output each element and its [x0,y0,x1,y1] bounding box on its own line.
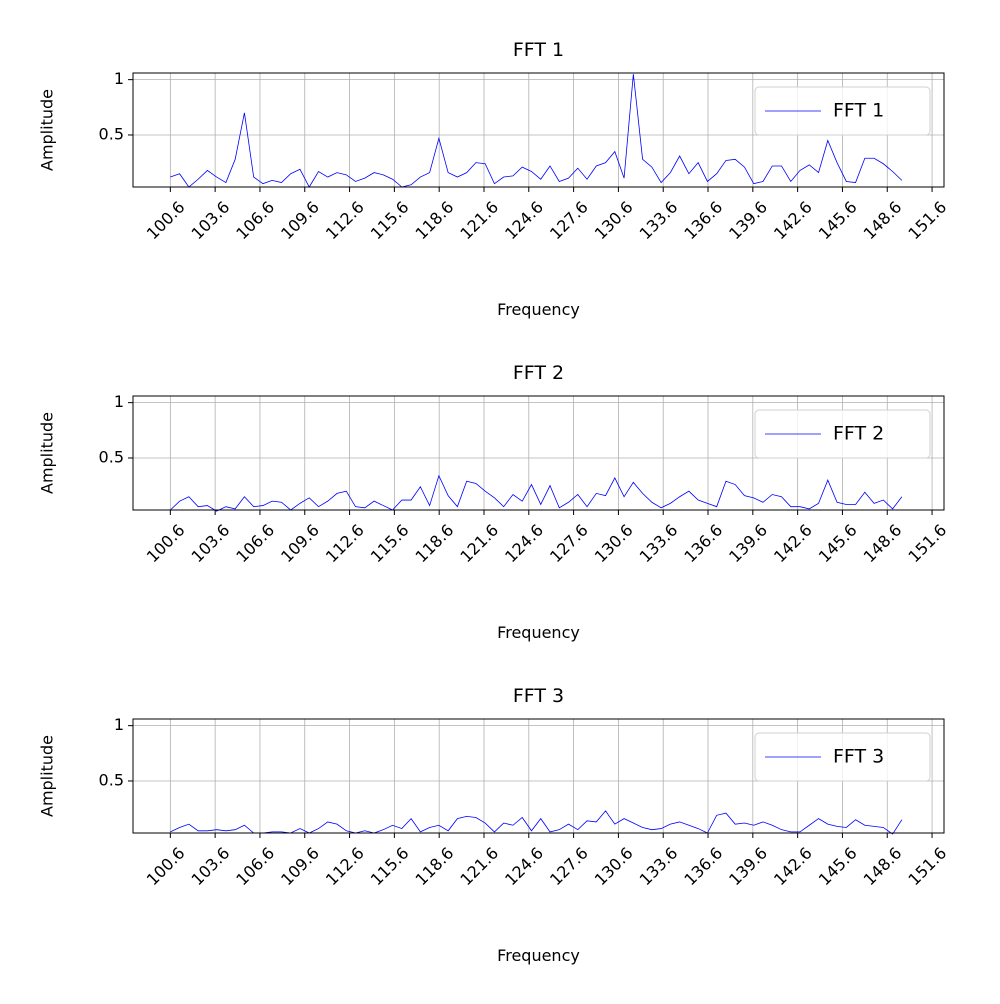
subplot-title: FFT 2 [513,362,564,384]
y-axis-label: Amplitude [38,735,57,817]
y-tick-label: 1 [114,392,124,411]
x-tick-label: 127.6 [546,520,592,566]
x-tick-label: 130.6 [591,520,637,566]
x-tick-label: 121.6 [456,520,502,566]
x-tick-label: 103.6 [188,843,234,889]
x-tick-label: 142.6 [770,843,816,889]
line-series [170,74,903,188]
x-tick-label: 139.6 [725,197,771,243]
x-tick-label: 148.6 [860,197,906,243]
x-tick-label: 115.6 [367,843,413,889]
x-tick-label: 121.6 [456,843,502,889]
x-tick-label: 124.6 [501,843,547,889]
x-tick-label: 124.6 [501,197,547,243]
x-axis-label: Frequency [497,623,580,642]
x-tick-label: 145.6 [815,197,861,243]
x-tick-label: 151.6 [904,843,950,889]
x-tick-label: 118.6 [412,197,458,243]
x-tick-label: 115.6 [367,520,413,566]
x-tick-label: 139.6 [725,843,771,889]
x-tick-label: 151.6 [904,197,950,243]
x-tick-label: 112.6 [322,197,368,243]
legend-box [754,409,931,459]
x-axis-label: Frequency [497,300,580,319]
x-tick-label: 136.6 [680,843,726,889]
x-tick-label: 145.6 [815,843,861,889]
x-tick-label: 109.6 [277,197,323,243]
subplot-title: FFT 1 [513,39,564,61]
y-tick-label: 1 [114,715,124,734]
x-tick-label: 109.6 [277,520,323,566]
line-series [170,810,903,835]
legend-box [754,732,931,782]
x-tick-label: 118.6 [412,843,458,889]
x-tick-label: 103.6 [188,520,234,566]
x-tick-label: 124.6 [501,520,547,566]
x-tick-label: 151.6 [904,520,950,566]
x-tick-label: 148.6 [860,520,906,566]
x-tick-label: 130.6 [591,197,637,243]
x-tick-label: 103.6 [188,197,234,243]
x-tick-label: 136.6 [680,197,726,243]
x-tick-label: 142.6 [770,520,816,566]
axes-frame [132,72,945,188]
subplot-title: FFT 3 [513,685,564,707]
x-tick-label: 109.6 [277,843,323,889]
x-tick-label: 133.6 [636,520,682,566]
x-tick-label: 133.6 [636,197,682,243]
x-tick-label: 100.6 [143,520,189,566]
x-tick-label: 106.6 [232,197,278,243]
x-tick-label: 145.6 [815,520,861,566]
line-series [170,474,903,512]
legend-box [754,86,931,136]
legend-label: FFT 2 [833,423,884,445]
legend-label: FFT 3 [833,746,884,768]
y-tick-label: 0.5 [99,770,124,789]
x-tick-label: 100.6 [143,197,189,243]
x-tick-label: 127.6 [546,843,592,889]
y-tick-label: 0.5 [99,124,124,143]
x-tick-label: 127.6 [546,197,592,243]
x-tick-label: 130.6 [591,843,637,889]
y-axis-label: Amplitude [38,412,57,494]
x-tick-label: 100.6 [143,843,189,889]
y-tick-label: 0.5 [99,447,124,466]
x-axis-label: Frequency [497,946,580,965]
x-tick-label: 112.6 [322,520,368,566]
x-tick-label: 139.6 [725,520,771,566]
y-axis-label: Amplitude [38,89,57,171]
x-tick-label: 115.6 [367,197,413,243]
x-tick-label: 133.6 [636,843,682,889]
axes-frame [132,395,945,511]
x-tick-label: 136.6 [680,520,726,566]
x-tick-label: 148.6 [860,843,906,889]
legend-label: FFT 1 [833,100,884,122]
x-tick-label: 118.6 [412,520,458,566]
x-tick-label: 142.6 [770,197,816,243]
x-tick-label: 121.6 [456,197,502,243]
axes-frame [132,718,945,834]
y-tick-label: 1 [114,69,124,88]
x-tick-label: 112.6 [322,843,368,889]
x-tick-label: 106.6 [232,843,278,889]
x-tick-label: 106.6 [232,520,278,566]
